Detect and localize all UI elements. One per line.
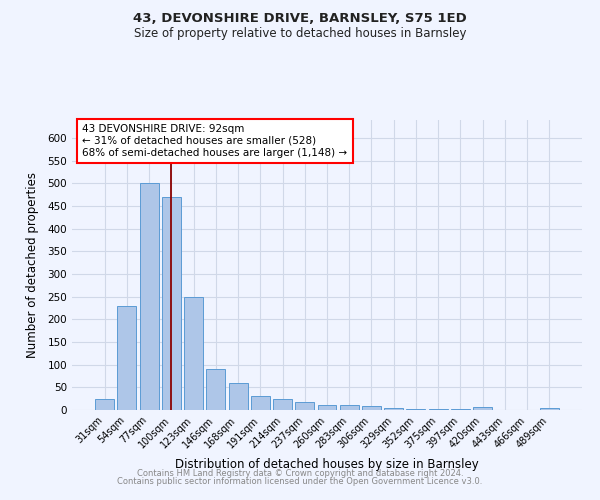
Bar <box>295 402 314 410</box>
Bar <box>317 404 337 410</box>
Bar <box>362 406 381 410</box>
Bar <box>206 369 225 410</box>
Bar <box>540 408 559 410</box>
Bar <box>229 383 248 410</box>
Bar <box>451 408 470 410</box>
Bar <box>273 398 292 410</box>
Bar <box>384 408 403 410</box>
Text: 43, DEVONSHIRE DRIVE, BARNSLEY, S75 1ED: 43, DEVONSHIRE DRIVE, BARNSLEY, S75 1ED <box>133 12 467 26</box>
Bar <box>118 306 136 410</box>
Bar <box>473 408 492 410</box>
Bar <box>140 184 158 410</box>
Bar <box>251 396 270 410</box>
Bar <box>95 398 114 410</box>
Bar <box>340 404 359 410</box>
Bar <box>184 296 203 410</box>
Bar <box>162 197 181 410</box>
Bar <box>429 408 448 410</box>
Text: 43 DEVONSHIRE DRIVE: 92sqm
← 31% of detached houses are smaller (528)
68% of sem: 43 DEVONSHIRE DRIVE: 92sqm ← 31% of deta… <box>82 124 347 158</box>
Bar <box>406 408 425 410</box>
Y-axis label: Number of detached properties: Number of detached properties <box>26 172 39 358</box>
X-axis label: Distribution of detached houses by size in Barnsley: Distribution of detached houses by size … <box>175 458 479 471</box>
Text: Contains HM Land Registry data © Crown copyright and database right 2024.: Contains HM Land Registry data © Crown c… <box>137 468 463 477</box>
Text: Contains public sector information licensed under the Open Government Licence v3: Contains public sector information licen… <box>118 477 482 486</box>
Text: Size of property relative to detached houses in Barnsley: Size of property relative to detached ho… <box>134 28 466 40</box>
